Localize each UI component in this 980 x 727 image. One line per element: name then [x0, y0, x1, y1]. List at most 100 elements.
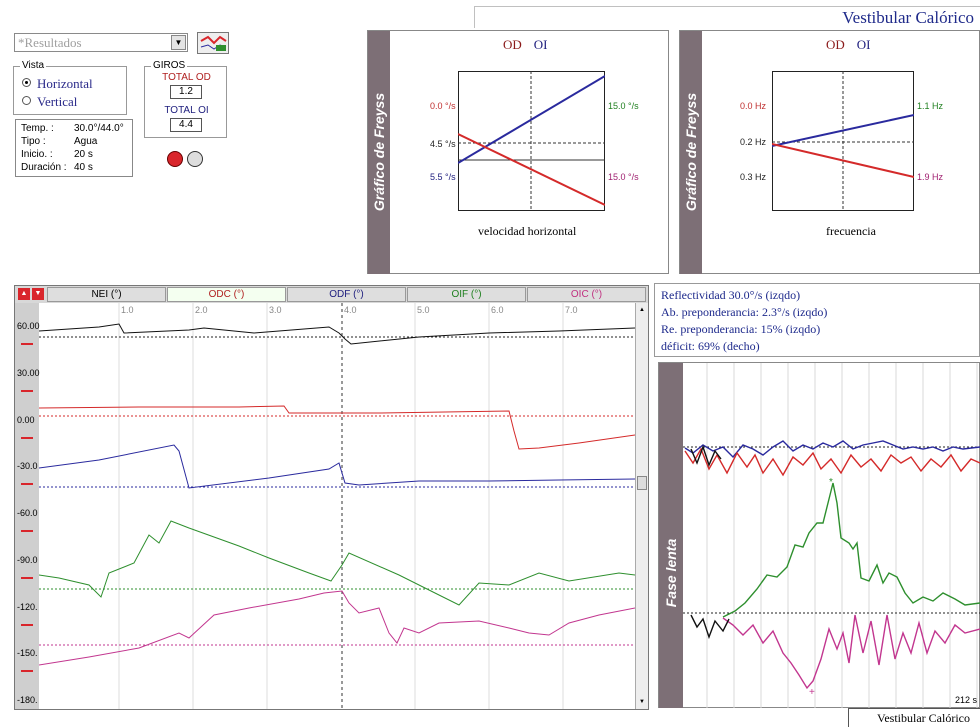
trace-odf-line [39, 444, 635, 489]
freyss-frequency-panel: Gráfico de Freyss OD OI 0.0 Hz 0.2 Hz 0.3… [679, 30, 980, 274]
footer-title: Vestibular Calórico [848, 708, 980, 727]
slow-phase-nei-line [690, 444, 722, 467]
results-select-value: *Resultados [18, 35, 82, 50]
tab-nei[interactable]: NEI (°) [47, 287, 166, 302]
turns-group-title: GIROS [151, 60, 188, 71]
chevron-down-icon[interactable]: ▼ [171, 35, 186, 50]
info-row-type: Tipo : Agua [21, 136, 98, 147]
slow-phase-oic-line [722, 614, 980, 690]
scroll-down-icon[interactable]: ▼ [639, 699, 645, 705]
scroll-up-icon[interactable]: ▲ [639, 307, 645, 313]
trace-tab-bar: ▲ ▼ NEI (°) ODC (°) ODF (°) OIF (°) OIC … [15, 286, 648, 303]
slow-phase-oif-line [722, 482, 980, 618]
trace-x-ticks: 1.0 2.0 3.0 4.0 5.0 6.0 7.0 [121, 305, 578, 315]
view-group-title: Vista [20, 60, 47, 71]
slow-phase-time-label: 212 s [954, 695, 977, 705]
slow-phase-panel: Fase lenta * + 212 s [658, 362, 980, 708]
info-row-duration: Duración :40 s [21, 162, 93, 173]
radio-icon[interactable] [22, 96, 31, 105]
trace-grid [118, 303, 564, 709]
tab-odf[interactable]: ODF (°) [287, 287, 406, 302]
slow-phase-trough-marker: + [809, 687, 815, 698]
view-group: Vista Horizontal Vertical [13, 60, 127, 115]
freyss-velocity-caption: velocidad horizontal [478, 224, 577, 238]
result-line: Ab. preponderancia: 2.3°/s (izqdo) [661, 305, 828, 319]
y-axis-label: -120. [17, 602, 38, 612]
freyss-velocity-od-line [458, 133, 605, 206]
freyss-velocity-plot [458, 71, 605, 211]
total-oi-label: TOTAL OI [164, 105, 209, 116]
svg-text:1.0: 1.0 [121, 305, 134, 315]
total-od-label: TOTAL OD [162, 72, 211, 83]
turns-group: GIROS TOTAL OD 1.2 TOTAL OI 4.4 [144, 60, 227, 138]
svg-text:3.0: 3.0 [269, 305, 282, 315]
svg-text:2.0: 2.0 [195, 305, 208, 315]
results-select[interactable]: *Resultados ▼ [14, 33, 188, 52]
slow-phase-peak-marker: * [829, 477, 833, 488]
trace-plot: 1.0 2.0 3.0 4.0 5.0 6.0 7.0 [39, 303, 635, 709]
freyss-frequency-right-label: 1.9 Hz [917, 172, 944, 182]
result-line: Reflectividad 30.0°/s (izqdo) [661, 288, 801, 302]
view-option-vertical[interactable]: Vertical [22, 94, 77, 110]
trace-oic-line [39, 590, 635, 666]
trace-scrollbar[interactable]: ▲ ▼ [635, 303, 648, 709]
info-row-start: Inicio. :20 s [21, 149, 93, 160]
tab-oic[interactable]: OIC (°) [527, 287, 646, 302]
freyss-frequency-oi-line [772, 114, 914, 147]
svg-text:4.0: 4.0 [344, 305, 357, 315]
freyss-frequency-left-label: 0.0 Hz [740, 101, 767, 111]
freyss-velocity-left-label: 4.5 °/s [430, 139, 456, 149]
view-option-horizontal[interactable]: Horizontal [22, 76, 93, 92]
freyss-frequency-left-label: 0.2 Hz [740, 137, 767, 147]
freyss-frequency-side: Gráfico de Freyss [680, 31, 702, 274]
tab-odc[interactable]: ODC (°) [167, 287, 286, 302]
freyss-frequency-legend: OD OI [826, 37, 871, 52]
trace-odc-line [39, 405, 635, 450]
info-row-temp: Temp. :30.0°/44.0° [21, 123, 124, 134]
freyss-velocity-left-label: 0.0 °/s [430, 101, 456, 111]
y-axis-label: -150. [17, 648, 38, 658]
freyss-velocity-side: Gráfico de Freyss [368, 31, 390, 274]
chart-toggle-button[interactable] [197, 32, 229, 54]
result-line: Re. preponderancia: 15% (izqdo) [661, 322, 821, 336]
results-summary: Reflectividad 30.0°/s (izqdo) Ab. prepon… [654, 283, 980, 357]
trace-nei-line [39, 323, 635, 345]
freyss-velocity-legend: OD OI [503, 37, 548, 52]
freyss-frequency-caption: frecuencia [826, 224, 876, 238]
freyss-velocity-panel: Gráfico de Freyss OD OI 0.0 °/s 4.5 °/s 5… [367, 30, 669, 274]
scroll-thumb[interactable] [637, 476, 647, 490]
y-axis-label: 30.00 [17, 368, 40, 378]
y-axis-label: -60.0 [17, 508, 38, 518]
chart-icon [200, 35, 227, 51]
slow-phase-oi-line [684, 440, 980, 459]
y-axis-label: -90.0 [17, 555, 38, 565]
slow-phase-od-line [684, 447, 980, 477]
trace-panel: ▲ ▼ NEI (°) ODC (°) ODF (°) OIF (°) OIC … [14, 285, 649, 710]
app-header-title: Vestibular Calórico [474, 6, 980, 28]
slow-phase-side: Fase lenta [659, 363, 683, 708]
y-axis-label: -30.0 [17, 461, 38, 471]
trace-oif-line [39, 520, 635, 606]
scroll-up-icon[interactable]: ▲ [18, 288, 30, 300]
slow-phase-plot: * + [683, 363, 980, 708]
tab-oif[interactable]: OIF (°) [407, 287, 526, 302]
freyss-velocity-right-label: 15.0 °/s [608, 101, 639, 111]
test-info-box: Temp. :30.0°/44.0° Tipo : Agua Inicio. :2… [15, 119, 133, 177]
total-oi-value: 4.4 [170, 118, 202, 132]
y-axis-label: 60.00 [17, 321, 40, 331]
freyss-frequency-left-label: 0.3 Hz [740, 172, 767, 182]
svg-text:7.0: 7.0 [565, 305, 578, 315]
radio-selected-icon[interactable] [22, 78, 31, 87]
freyss-frequency-od-line [772, 143, 914, 178]
total-od-value: 1.2 [170, 85, 202, 99]
record-button[interactable] [167, 151, 183, 167]
freyss-velocity-right-label: 15.0 °/s [608, 172, 639, 182]
freyss-frequency-plot [772, 71, 914, 211]
svg-text:5.0: 5.0 [417, 305, 430, 315]
scroll-down-icon[interactable]: ▼ [32, 288, 44, 300]
stop-button[interactable] [187, 151, 203, 167]
svg-text:6.0: 6.0 [491, 305, 504, 315]
trace-y-axis: 60.00 30.00 0.00 -30.0 -60.0 -90.0 -120.… [15, 303, 40, 709]
freyss-velocity-left-label: 5.5 °/s [430, 172, 456, 182]
result-line: déficit: 69% (decho) [661, 339, 760, 353]
